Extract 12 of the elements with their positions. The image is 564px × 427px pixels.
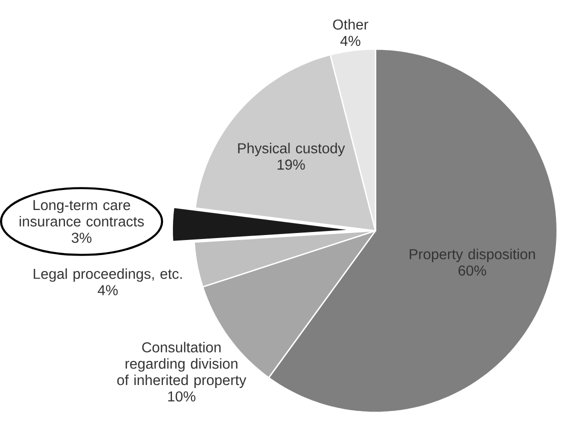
slice-label: Consultation regarding division of inherited property	[117, 342, 246, 388]
slice-label: Other	[333, 19, 368, 30]
slice-label: Property disposition	[410, 248, 535, 262]
data-label: 3%	[72, 232, 92, 243]
data-label: 19%	[278, 160, 305, 170]
data-label: 4%	[98, 285, 118, 296]
data-label: 10%	[168, 391, 196, 402]
slice-label: Long-term care insurance contracts	[20, 200, 144, 226]
data-label: 60%	[458, 265, 486, 276]
slice-label: Legal proceedings, etc.	[34, 268, 182, 282]
data-label: 4%	[340, 36, 360, 46]
slice-label: Physical custody	[238, 142, 345, 156]
